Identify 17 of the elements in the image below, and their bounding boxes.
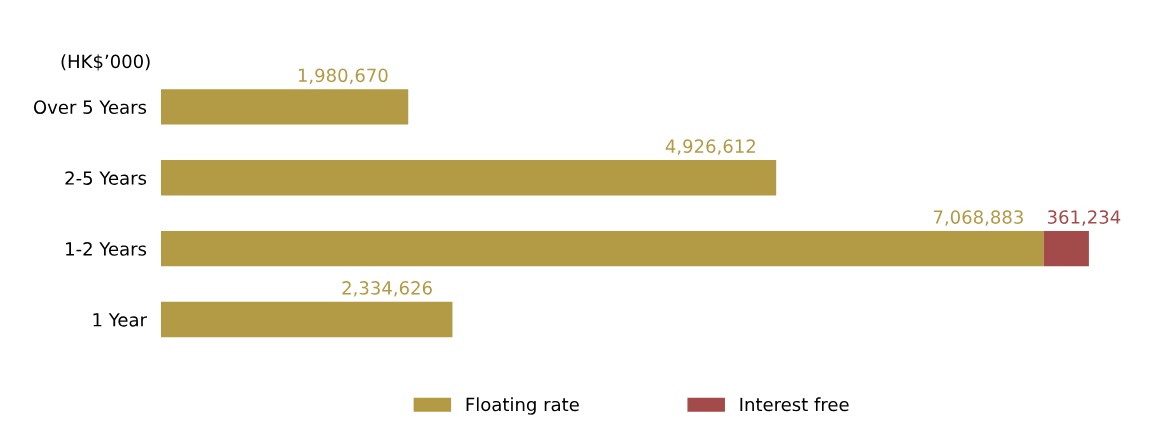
bar (1043, 230, 1089, 267)
bar (160, 301, 453, 338)
legend-label: Floating rate (466, 397, 579, 415)
y-tick-label: 1-2 Years (66, 242, 147, 256)
data-label: 1,980,670 (298, 68, 388, 84)
y-tick-label: 2-5 Years (65, 171, 147, 185)
bar (160, 230, 1044, 267)
text: (HK$’000) (61, 54, 150, 71)
bar (160, 160, 777, 196)
data-label: 361,234 (1047, 210, 1121, 226)
legend-label: Interest free (740, 397, 849, 412)
y-tick-label: Over 5 Years (33, 100, 147, 114)
data-label: 2,334,626 (342, 281, 432, 297)
data-label: 4,926,612 (665, 139, 755, 155)
y-tick-label: 1 Year (93, 313, 147, 327)
data-label: 7,068,883 (933, 210, 1023, 226)
bar (160, 89, 409, 125)
